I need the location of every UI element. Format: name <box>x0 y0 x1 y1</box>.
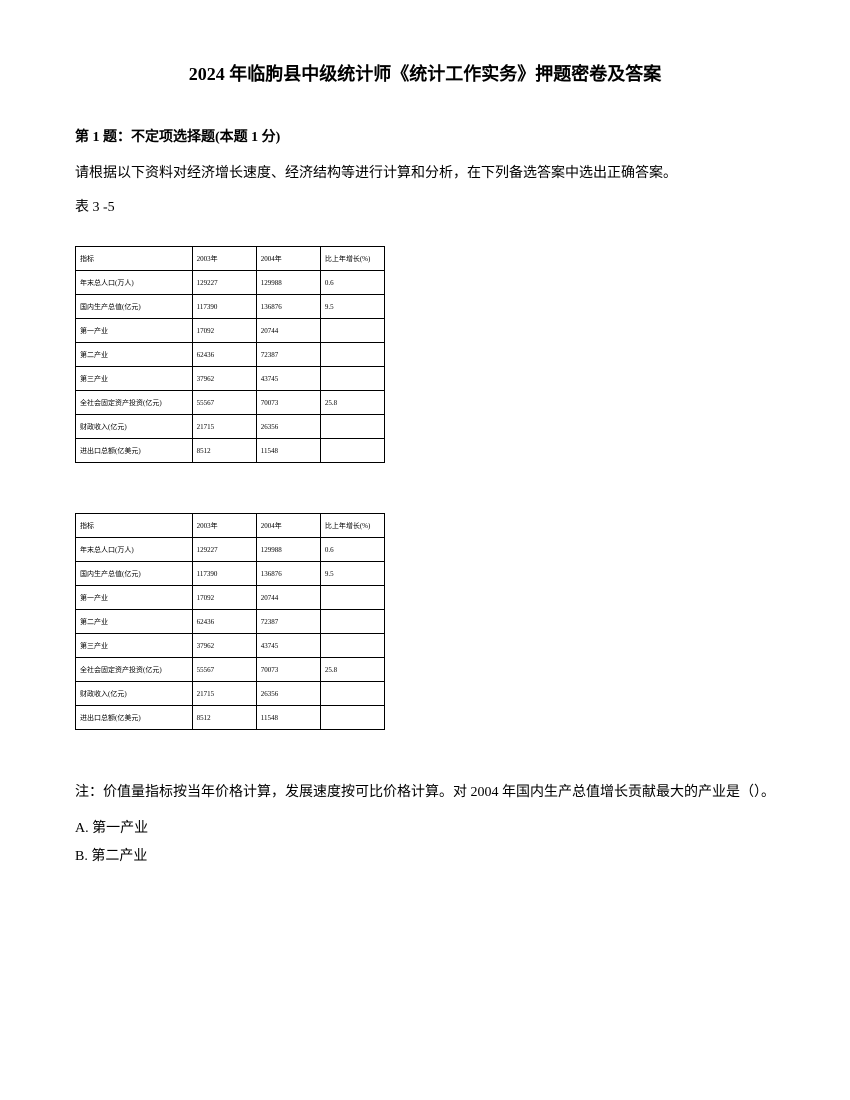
table-cell: 全社会固定资产投资(亿元) <box>76 391 193 415</box>
table-cell: 62436 <box>192 343 256 367</box>
table-cell: 11548 <box>256 706 320 730</box>
table-cell: 26356 <box>256 682 320 706</box>
table-cell: 财政收入(亿元) <box>76 415 193 439</box>
table-cell: 129988 <box>256 538 320 562</box>
table-row: 财政收入(亿元) 21715 26356 <box>76 415 385 439</box>
table-cell: 21715 <box>192 682 256 706</box>
table-cell: 72387 <box>256 610 320 634</box>
table-cell <box>320 415 384 439</box>
document-title: 2024 年临朐县中级统计师《统计工作实务》押题密卷及答案 <box>75 60 775 86</box>
table-cell: 8512 <box>192 439 256 463</box>
table-cell: 70073 <box>256 391 320 415</box>
table-row: 第二产业 62436 72387 <box>76 610 385 634</box>
table-cell: 第三产业 <box>76 634 193 658</box>
table-cell: 11548 <box>256 439 320 463</box>
table-cell: 2004年 <box>256 247 320 271</box>
table-cell: 进出口总额(亿美元) <box>76 706 193 730</box>
table-row: 第二产业 62436 72387 <box>76 343 385 367</box>
table-row: 国内生产总值(亿元) 117390 136876 9.5 <box>76 562 385 586</box>
table-cell: 财政收入(亿元) <box>76 682 193 706</box>
question-text: 请根据以下资料对经济增长速度、经济结构等进行计算和分析，在下列备选答案中选出正确… <box>75 161 775 186</box>
table-row: 第三产业 37962 43745 <box>76 367 385 391</box>
table-cell: 72387 <box>256 343 320 367</box>
table-cell: 2003年 <box>192 247 256 271</box>
table-cell <box>320 319 384 343</box>
table-cell: 国内生产总值(亿元) <box>76 562 193 586</box>
table-row: 国内生产总值(亿元) 117390 136876 9.5 <box>76 295 385 319</box>
table-cell: 0.6 <box>320 271 384 295</box>
table-cell: 43745 <box>256 367 320 391</box>
table-cell: 136876 <box>256 562 320 586</box>
table-cell: 比上年增长(%) <box>320 514 384 538</box>
table-row: 第一产业 17092 20744 <box>76 319 385 343</box>
note-text: 注：价值量指标按当年价格计算，发展速度按可比价格计算。对 2004 年国内生产总… <box>75 780 775 805</box>
table-cell <box>320 439 384 463</box>
table-cell: 17092 <box>192 586 256 610</box>
table-row: 进出口总额(亿美元) 8512 11548 <box>76 706 385 730</box>
table-cell: 117390 <box>192 295 256 319</box>
table-cell: 20744 <box>256 319 320 343</box>
table-cell: 21715 <box>192 415 256 439</box>
table-cell: 9.5 <box>320 562 384 586</box>
table-cell: 8512 <box>192 706 256 730</box>
table-cell: 129227 <box>192 271 256 295</box>
table-cell: 2004年 <box>256 514 320 538</box>
table-cell: 43745 <box>256 634 320 658</box>
table-cell: 26356 <box>256 415 320 439</box>
option-b: B. 第二产业 <box>75 843 775 871</box>
table-cell <box>320 682 384 706</box>
table-cell: 第一产业 <box>76 319 193 343</box>
table-cell: 117390 <box>192 562 256 586</box>
table-cell: 17092 <box>192 319 256 343</box>
table-cell: 年末总人口(万人) <box>76 538 193 562</box>
table-row: 进出口总额(亿美元) 8512 11548 <box>76 439 385 463</box>
table-row: 指标 2003年 2004年 比上年增长(%) <box>76 247 385 271</box>
table-cell: 55567 <box>192 658 256 682</box>
table-cell <box>320 706 384 730</box>
data-table-2: 指标 2003年 2004年 比上年增长(%) 年末总人口(万人) 129227… <box>75 513 385 730</box>
table-cell: 20744 <box>256 586 320 610</box>
table-cell: 2003年 <box>192 514 256 538</box>
table-cell <box>320 343 384 367</box>
table-row: 年末总人口(万人) 129227 129988 0.6 <box>76 538 385 562</box>
option-a: A. 第一产业 <box>75 815 775 843</box>
table-cell: 9.5 <box>320 295 384 319</box>
table-cell: 进出口总额(亿美元) <box>76 439 193 463</box>
table-row: 年末总人口(万人) 129227 129988 0.6 <box>76 271 385 295</box>
table-cell: 指标 <box>76 247 193 271</box>
data-table-1: 指标 2003年 2004年 比上年增长(%) 年末总人口(万人) 129227… <box>75 246 385 463</box>
table-label: 表 3 -5 <box>75 196 775 216</box>
table-cell: 129227 <box>192 538 256 562</box>
table-cell: 第二产业 <box>76 610 193 634</box>
table-cell: 0.6 <box>320 538 384 562</box>
table-cell: 136876 <box>256 295 320 319</box>
table-row: 指标 2003年 2004年 比上年增长(%) <box>76 514 385 538</box>
table-cell: 70073 <box>256 658 320 682</box>
table-cell <box>320 610 384 634</box>
table-cell: 25.8 <box>320 658 384 682</box>
table-cell: 55567 <box>192 391 256 415</box>
table-cell: 指标 <box>76 514 193 538</box>
table-cell <box>320 634 384 658</box>
question-header: 第 1 题：不定项选择题(本题 1 分) <box>75 126 775 146</box>
table-row: 第三产业 37962 43745 <box>76 634 385 658</box>
table-row: 第一产业 17092 20744 <box>76 586 385 610</box>
table-cell: 第三产业 <box>76 367 193 391</box>
table-cell: 第二产业 <box>76 343 193 367</box>
table-cell: 年末总人口(万人) <box>76 271 193 295</box>
table-cell: 37962 <box>192 367 256 391</box>
table-cell: 比上年增长(%) <box>320 247 384 271</box>
table-row: 全社会固定资产投资(亿元) 55567 70073 25.8 <box>76 658 385 682</box>
table-cell: 第一产业 <box>76 586 193 610</box>
table-cell: 全社会固定资产投资(亿元) <box>76 658 193 682</box>
table-cell: 37962 <box>192 634 256 658</box>
table-cell: 25.8 <box>320 391 384 415</box>
table-cell: 国内生产总值(亿元) <box>76 295 193 319</box>
table-cell: 62436 <box>192 610 256 634</box>
table-cell <box>320 586 384 610</box>
table-cell <box>320 367 384 391</box>
table-row: 财政收入(亿元) 21715 26356 <box>76 682 385 706</box>
table-cell: 129988 <box>256 271 320 295</box>
table-row: 全社会固定资产投资(亿元) 55567 70073 25.8 <box>76 391 385 415</box>
